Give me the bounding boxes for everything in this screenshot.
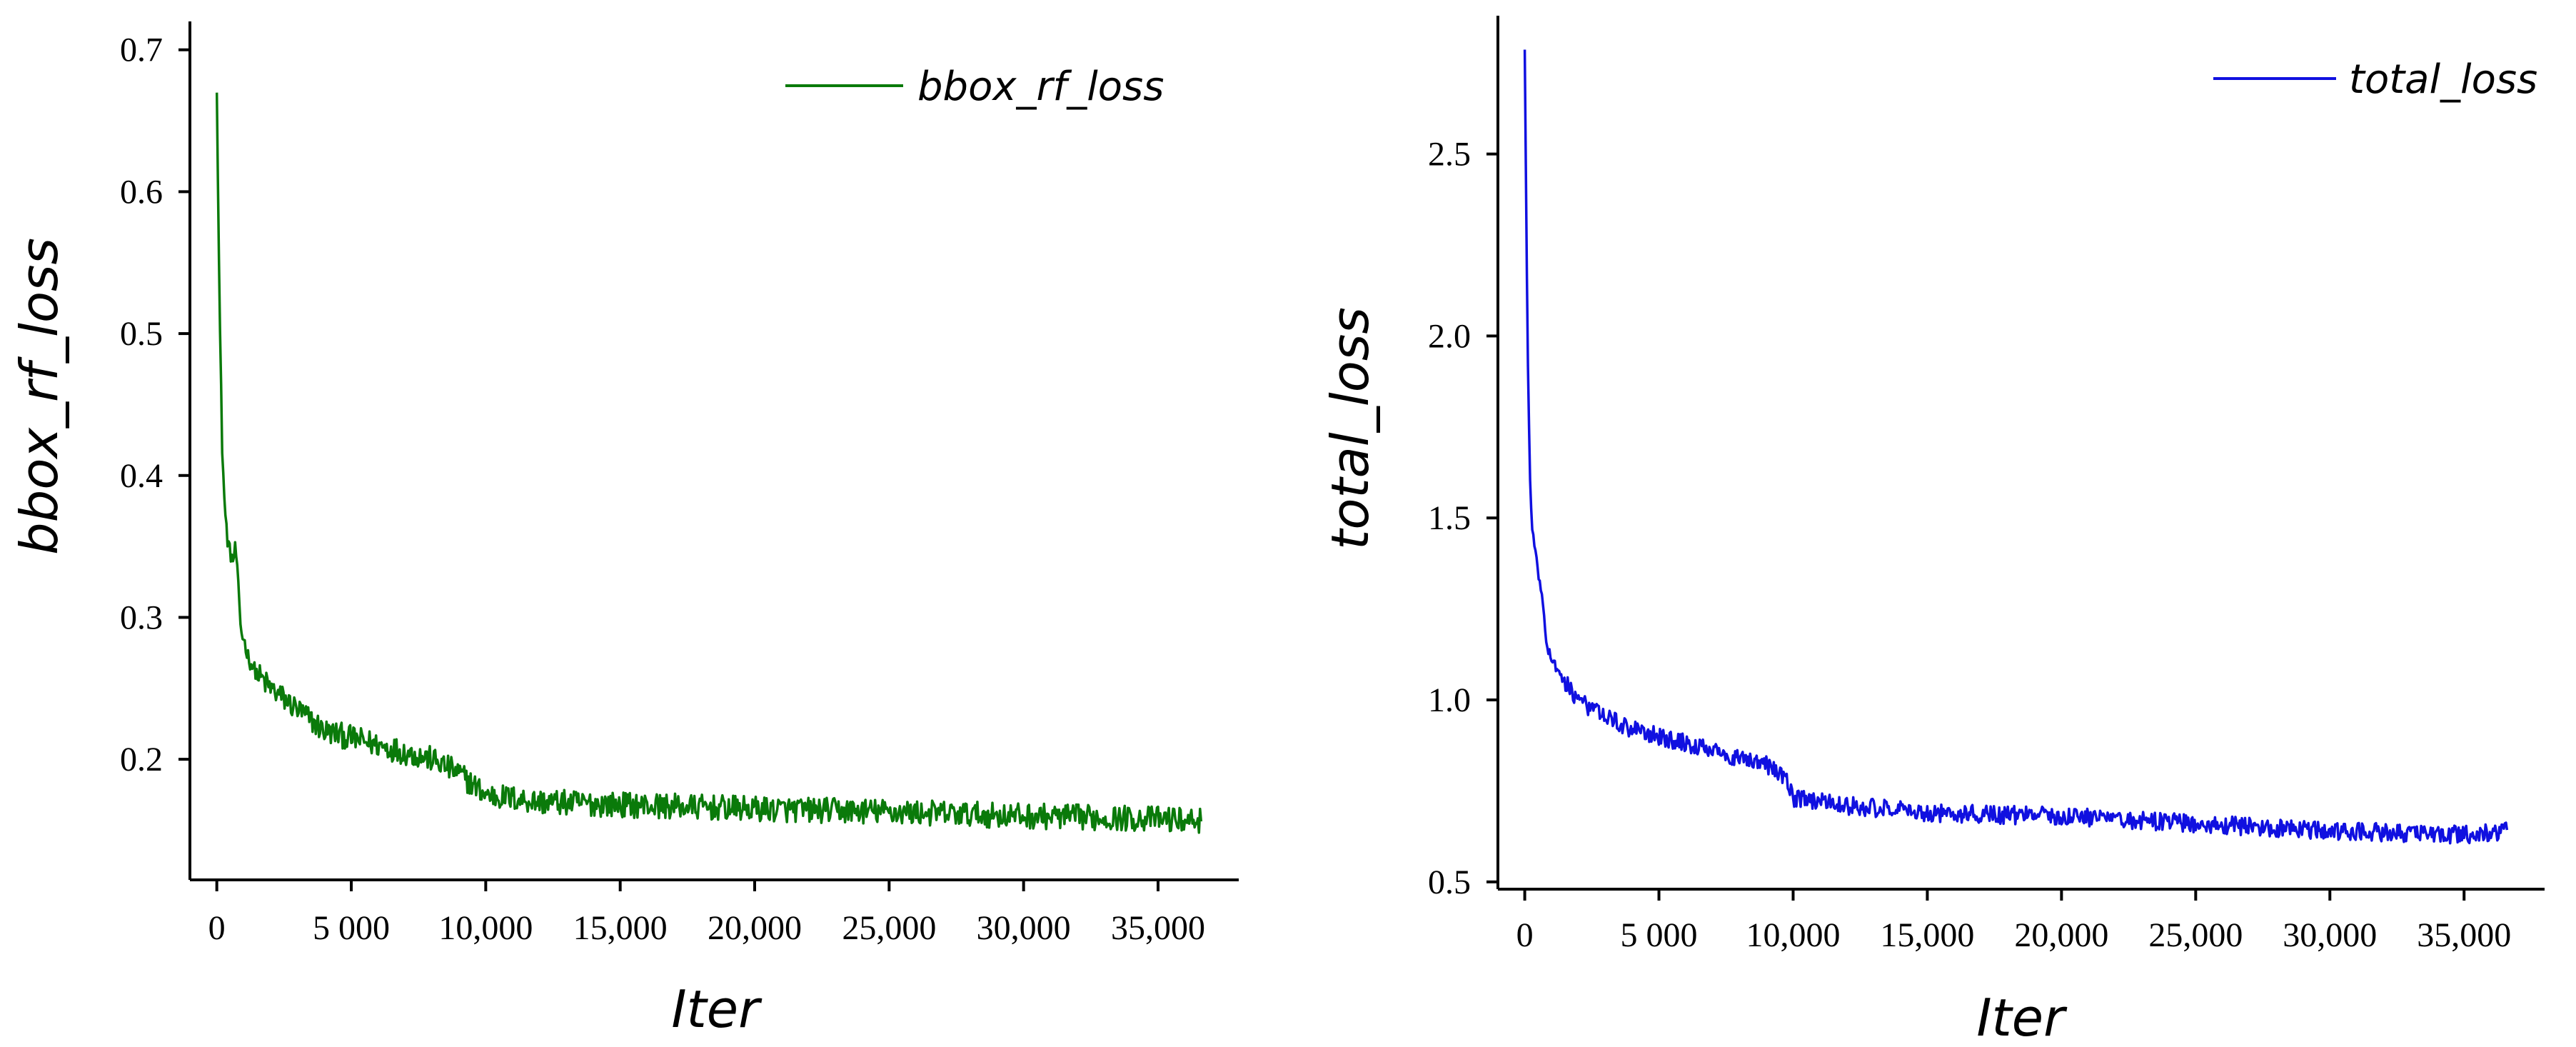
legend-label: total_loss [2349, 56, 2537, 103]
x-tick-label: 35,000 [2417, 916, 2511, 954]
y-tick-label: 0.5 [1428, 863, 1471, 901]
x-tick-label: 10,000 [438, 909, 533, 947]
y-tick-label: 1.0 [1428, 681, 1471, 719]
x-tick-label: 0 [208, 909, 226, 947]
x-tick-label: 0 [1516, 916, 1534, 954]
x-tick-label: 15,000 [573, 909, 668, 947]
legend: bbox_rf_loss [785, 64, 1164, 110]
x-tick-label: 25,000 [2148, 916, 2243, 954]
x-tick-label: 25,000 [842, 909, 936, 947]
x-tick-label: 35,000 [1111, 909, 1205, 947]
y-tick-label: 0.4 [120, 457, 163, 495]
x-tick-label: 30,000 [977, 909, 1071, 947]
x-tick-label: 30,000 [2283, 916, 2377, 954]
legend: total_loss [2213, 56, 2537, 103]
x-tick-label: 20,000 [708, 909, 802, 947]
series-line-total_loss [1523, 49, 2509, 845]
y-ticks: 0.2 0.3 0.4 0.5 0.6 0.7 [120, 31, 190, 778]
y-tick-label: 0.7 [120, 31, 163, 69]
x-tick-label: 15,000 [1880, 916, 1974, 954]
y-tick-label: 0.5 [120, 315, 163, 353]
x-ticks: 0 5 000 10,000 15,000 20,000 25,000 30,000 35,0… [208, 880, 1205, 947]
y-tick-label: 0.6 [120, 173, 163, 211]
y-tick-label: 0.3 [120, 598, 163, 636]
y-ticks: 0.5 1.0 1.5 2.0 2.5 [1428, 136, 1498, 901]
y-tick-label: 2.0 [1428, 317, 1471, 355]
x-tick-label: 5 000 [1621, 916, 1698, 954]
x-tick-label: 5 000 [313, 909, 390, 947]
total-loss-chart: 0 5 000 10,000 15,000 20,000 25,000 30,000 35,0… [1320, 16, 2545, 1047]
x-axis-title: Iter [671, 979, 763, 1039]
y-tick-label: 0.2 [120, 741, 163, 778]
bbox-rf-loss-chart: 0 5 000 10,000 15,000 20,000 25,000 30,000 35,0… [9, 21, 1239, 1039]
series-line-bbox_rf_loss [215, 92, 1203, 834]
x-axis-title: Iter [1976, 988, 2068, 1047]
y-tick-label: 1.5 [1428, 499, 1471, 537]
x-tick-label: 20,000 [2014, 916, 2108, 954]
y-axis-title: bbox_rf_loss [9, 238, 69, 555]
y-axis-title: total_loss [1320, 307, 1380, 550]
series-lines [215, 92, 1203, 834]
x-tick-label: 10,000 [1746, 916, 1840, 954]
series-lines [1523, 49, 2509, 845]
y-tick-label: 2.5 [1428, 136, 1471, 174]
x-ticks: 0 5 000 10,000 15,000 20,000 25,000 30,000 35,0… [1516, 889, 2511, 954]
legend-label: bbox_rf_loss [917, 64, 1164, 110]
